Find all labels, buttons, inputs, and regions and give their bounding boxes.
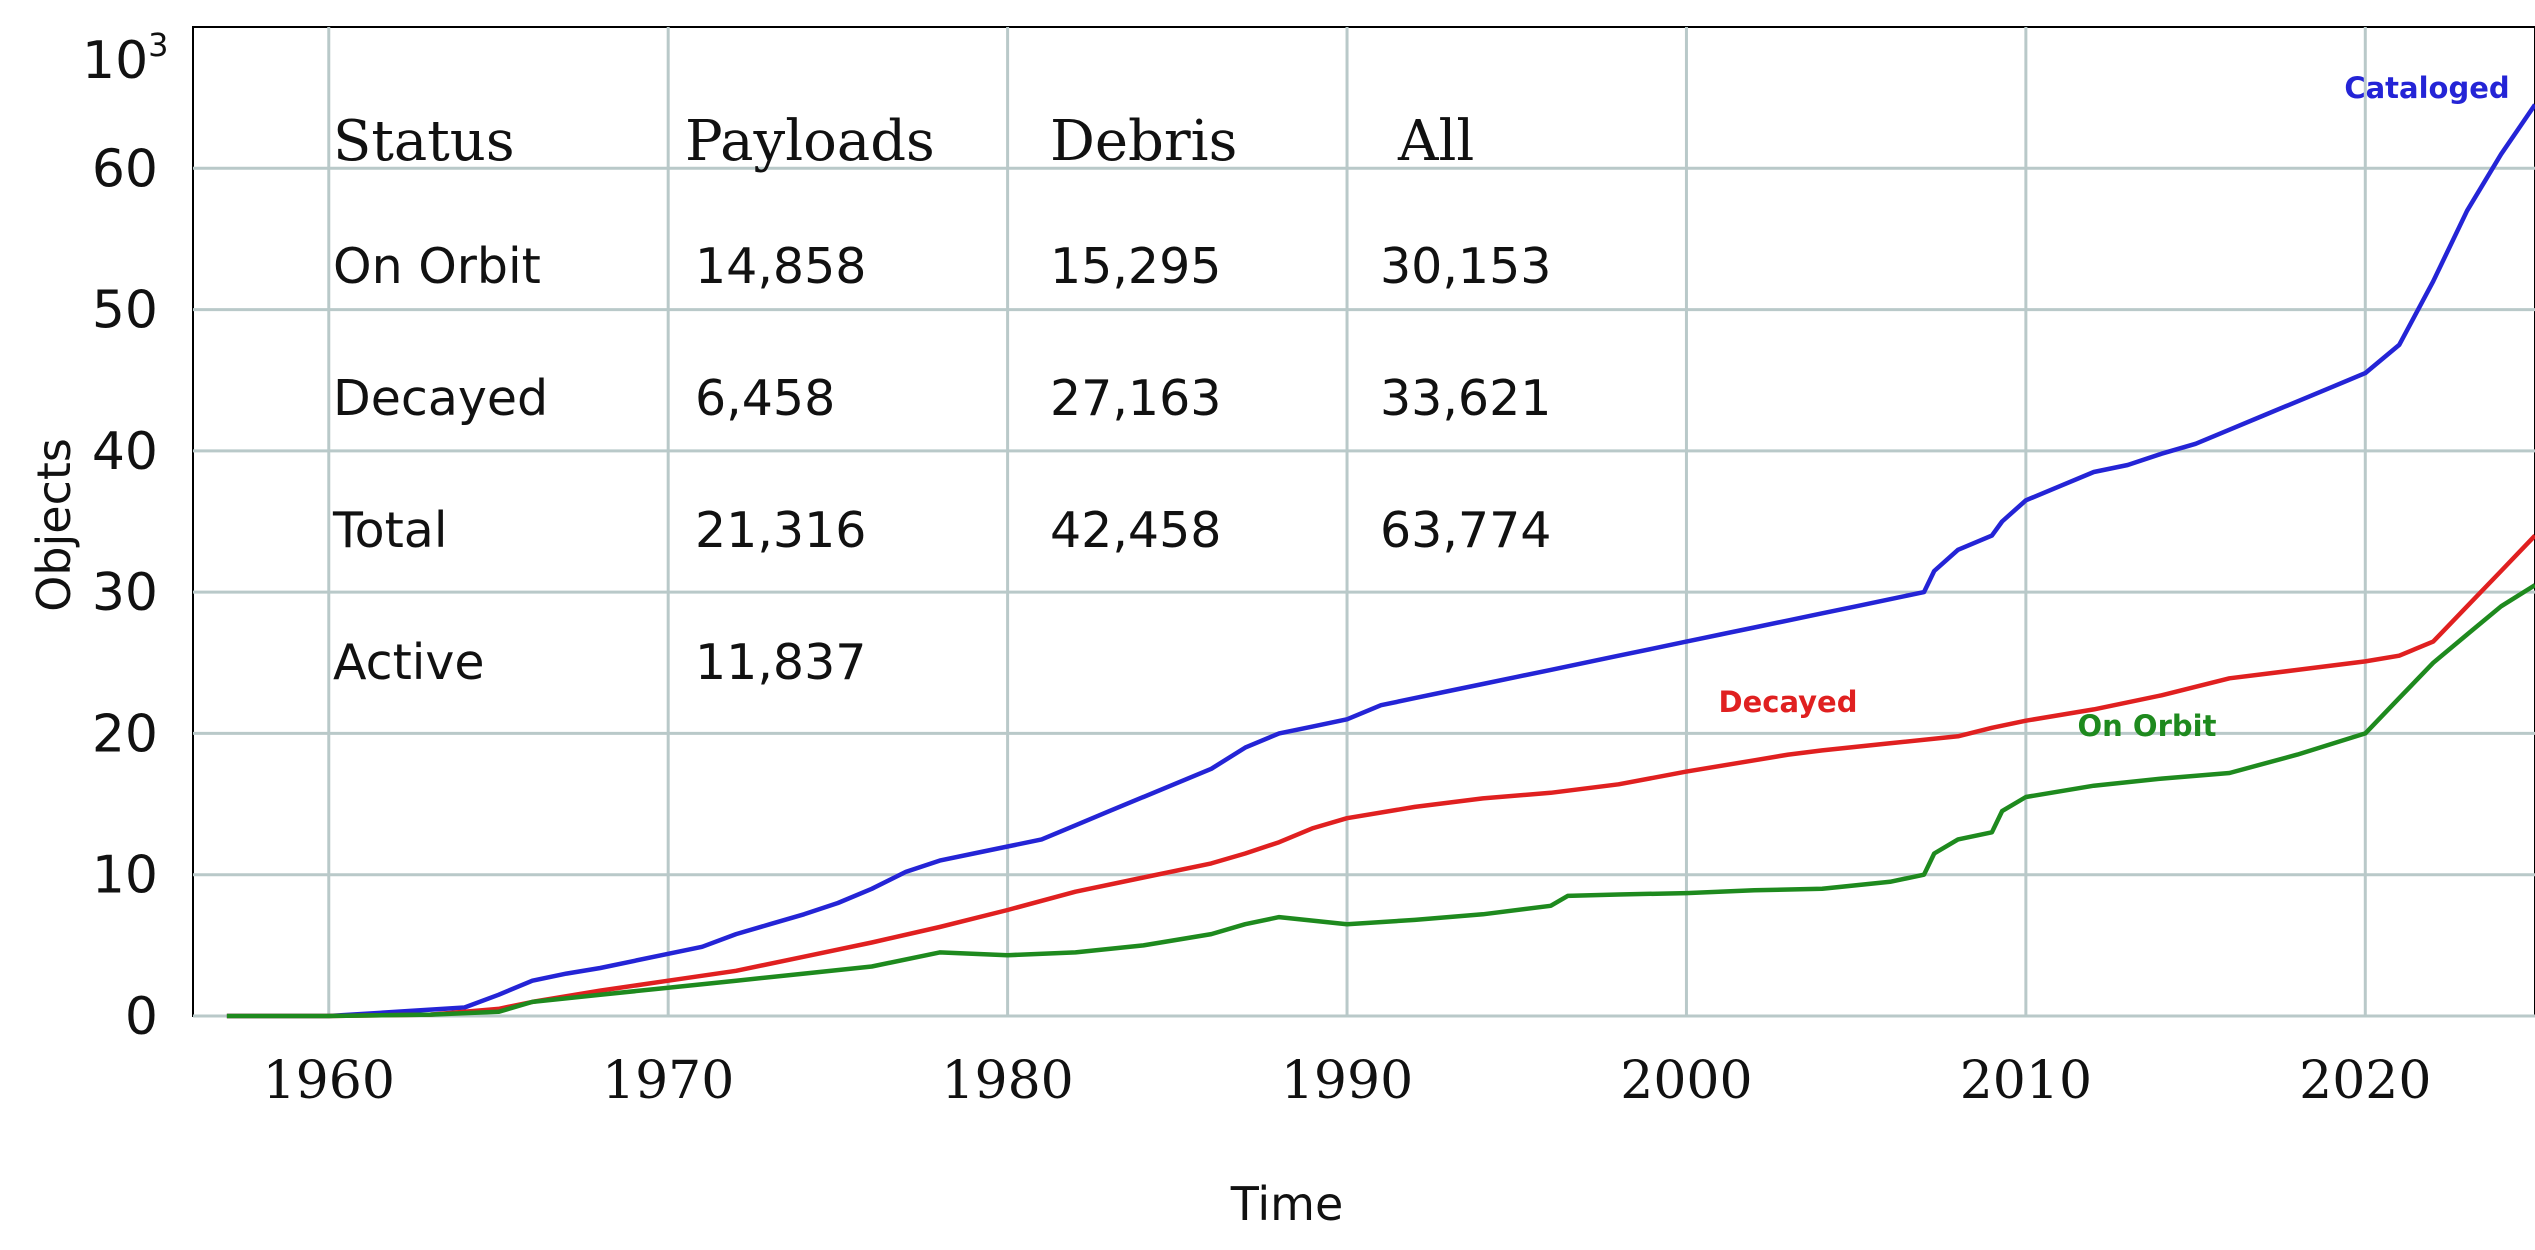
y-tick-label: 10 bbox=[92, 846, 158, 906]
status-table: Status Payloads Debris All On Orbit 14,858 15,… bbox=[332, 109, 1551, 691]
table-cell: 21,316 bbox=[695, 502, 866, 559]
plot-area bbox=[192, 26, 2535, 1017]
table-cell: 11,837 bbox=[695, 634, 866, 691]
series-label: On Orbit bbox=[2078, 709, 2217, 743]
table-cell: 27,163 bbox=[1050, 370, 1221, 427]
x-tick-label: 1980 bbox=[941, 1051, 1073, 1111]
y-tick-label: 40 bbox=[92, 422, 158, 482]
series-label: Decayed bbox=[1719, 685, 1858, 719]
x-tick-label: 1970 bbox=[602, 1051, 734, 1111]
y-tick-label: 50 bbox=[92, 281, 158, 341]
table-cell: Total bbox=[332, 502, 447, 559]
y-tick-label: 60 bbox=[92, 139, 158, 199]
y-axis-title: Objects bbox=[27, 438, 81, 612]
y-tick-labels: 0 10 20 30 40 50 60 bbox=[92, 139, 158, 1047]
table-cell: Decayed bbox=[333, 370, 548, 427]
table-cell: On Orbit bbox=[333, 238, 541, 295]
table-cell: 33,621 bbox=[1380, 370, 1551, 427]
x-tick-labels: 1960 1970 1980 1990 2000 2010 2020 bbox=[263, 1051, 2432, 1111]
x-tick-label: 1960 bbox=[263, 1051, 395, 1111]
grid bbox=[193, 27, 2535, 1018]
y-tick-label: 0 bbox=[125, 987, 158, 1047]
series-label: Cataloged bbox=[2344, 71, 2509, 105]
table-cell: 42,458 bbox=[1050, 502, 1221, 559]
x-tick-label: 2000 bbox=[1620, 1051, 1752, 1111]
table-cell: 6,458 bbox=[695, 370, 835, 427]
table-header: Debris bbox=[1050, 109, 1237, 174]
table-header: All bbox=[1397, 109, 1474, 174]
table-cell: Active bbox=[333, 634, 485, 691]
x-tick-label: 2020 bbox=[2299, 1051, 2431, 1111]
table-cell: 14,858 bbox=[695, 238, 866, 295]
series-line bbox=[226, 583, 2535, 1019]
table-cell: 30,153 bbox=[1380, 238, 1551, 295]
y-tick-label: 20 bbox=[92, 704, 158, 764]
series-labels: Cataloged Decayed On Orbit bbox=[1719, 71, 2510, 743]
series-line bbox=[226, 534, 2535, 1019]
table-header: Payloads bbox=[685, 109, 935, 174]
x-axis-title: Time bbox=[1230, 1177, 1344, 1231]
series-line bbox=[226, 103, 2535, 1019]
x-tick-label: 1990 bbox=[1281, 1051, 1413, 1111]
table-header: Status bbox=[333, 109, 515, 174]
table-cell: 15,295 bbox=[1050, 238, 1221, 295]
y-axis-unit: 103 bbox=[82, 26, 169, 91]
x-tick-label: 2010 bbox=[1960, 1051, 2092, 1111]
series-lines bbox=[226, 103, 2535, 1019]
table-cell: 63,774 bbox=[1380, 502, 1551, 559]
y-tick-label: 30 bbox=[92, 563, 158, 623]
